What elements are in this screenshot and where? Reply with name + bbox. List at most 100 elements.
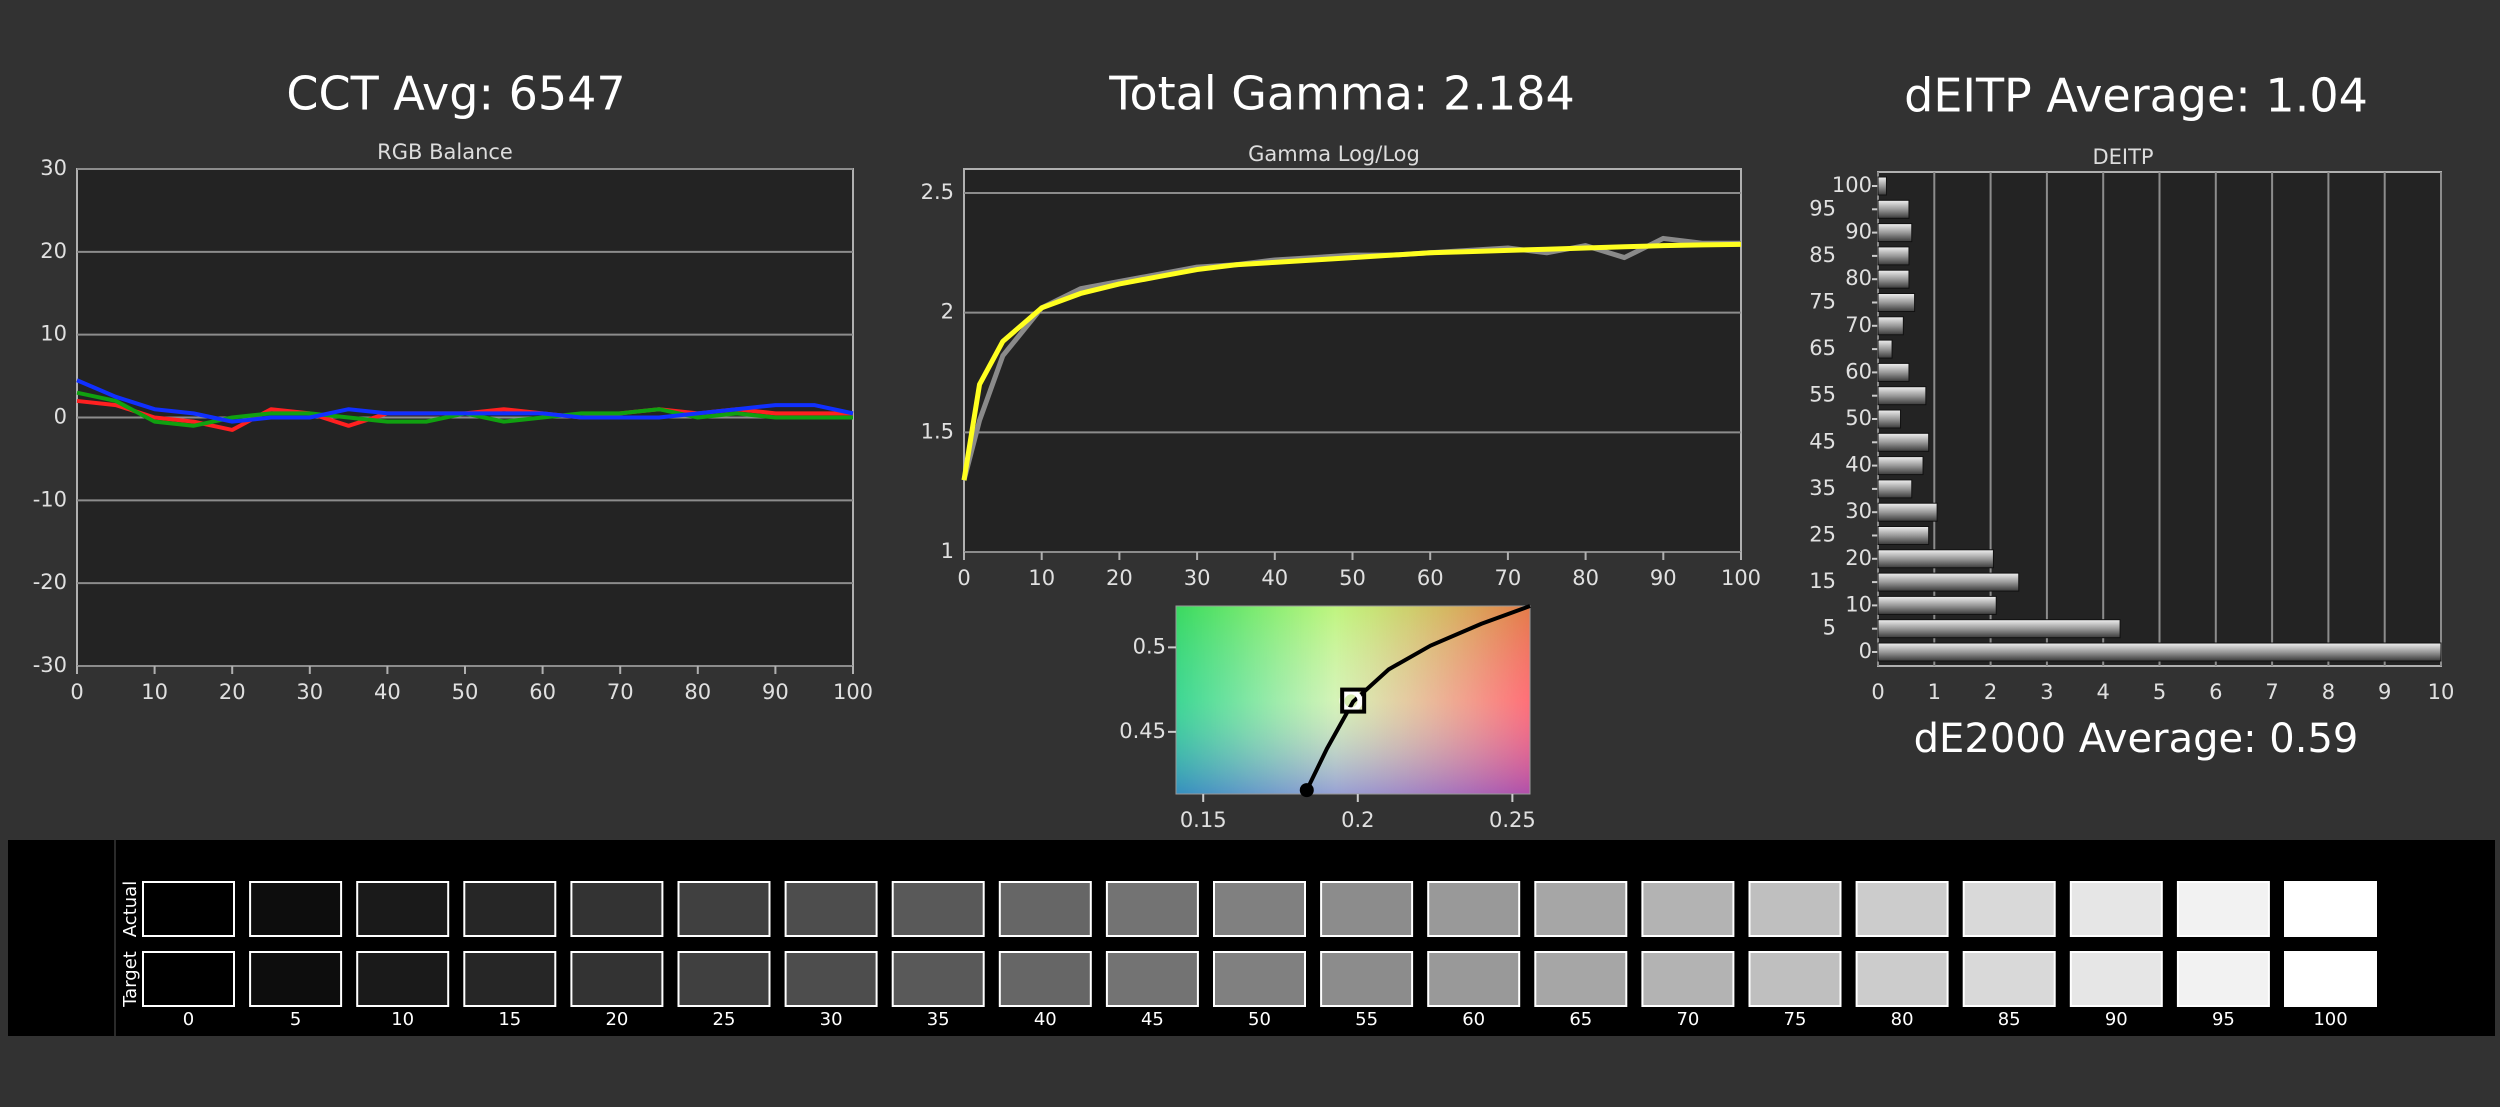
x-tick-label: 20	[1106, 566, 1133, 590]
y-tick-label: 0	[54, 405, 67, 429]
y-tick-label: 1	[941, 539, 954, 563]
y-tick-label: 0.5	[1133, 634, 1166, 658]
y-tick-label: 20	[40, 239, 67, 263]
swatch-label: 90	[2105, 1009, 2128, 1030]
chart-subtitle: RGB Balance	[377, 140, 513, 164]
swatch	[784, 951, 878, 1007]
swatch-label: 80	[1891, 1009, 1914, 1030]
y-tick-label: -20	[33, 570, 67, 594]
swatch	[998, 881, 1092, 937]
y-tick-label: 85	[1809, 243, 1836, 267]
x-tick-label: 3	[2040, 680, 2053, 704]
x-tick-label: 0.15	[1180, 808, 1227, 832]
bar	[1877, 642, 2442, 662]
x-tick-label: 80	[684, 680, 711, 704]
swatch	[1534, 951, 1628, 1007]
measured-point	[1340, 687, 1367, 714]
y-tick-label: 15	[1809, 569, 1836, 593]
swatch	[1427, 881, 1521, 937]
x-tick-label: 70	[1495, 566, 1522, 590]
y-tick-label: 90	[1845, 220, 1872, 244]
y-tick-label: 0.45	[1119, 719, 1166, 743]
bar	[1877, 362, 1910, 382]
data-line	[961, 241, 1742, 481]
x-tick-label: 50	[1339, 566, 1366, 590]
x-tick-label: 1	[1928, 680, 1941, 704]
y-tick-label: 50	[1845, 406, 1872, 430]
y-tick-label: 25	[1809, 523, 1836, 547]
swatch-label: 85	[1998, 1009, 2021, 1030]
swatch	[1962, 951, 2056, 1007]
y-tick-label: 5	[1823, 616, 1836, 640]
swatch	[1105, 881, 1199, 937]
swatch-label: 60	[1462, 1009, 1485, 1030]
y-tick-label: 55	[1809, 383, 1836, 407]
chart-subtitle: Gamma Log/Log	[1248, 142, 1420, 166]
chart-title: dEITP Average: 1.04	[1904, 69, 2368, 123]
swatch	[784, 881, 878, 937]
y-tick-label: -30	[33, 653, 67, 677]
swatch-label: 20	[605, 1009, 628, 1030]
x-tick-label: 100	[1721, 566, 1761, 590]
swatch-label: 70	[1676, 1009, 1699, 1030]
swatch-label: 40	[1034, 1009, 1057, 1030]
swatch-label: 35	[927, 1009, 950, 1030]
y-tick-label: -10	[33, 487, 67, 511]
y-tick-label: 65	[1809, 336, 1836, 360]
swatch-label: 30	[820, 1009, 843, 1030]
swatch	[1855, 881, 1949, 937]
bar	[1877, 479, 1913, 499]
bar	[1877, 595, 1997, 615]
swatch-label: 15	[498, 1009, 521, 1030]
x-tick-label: 0.2	[1341, 808, 1374, 832]
swatch	[249, 881, 343, 937]
chart-title: CCT Avg: 6547	[286, 67, 625, 121]
bar	[1877, 432, 1930, 452]
x-tick-label: 0.25	[1489, 808, 1536, 832]
swatch	[2176, 881, 2270, 937]
swatch	[677, 951, 771, 1007]
x-tick-label: 90	[1650, 566, 1677, 590]
y-tick-label: 30	[40, 156, 67, 180]
x-tick-label: 0	[957, 566, 970, 590]
swatch	[1213, 881, 1306, 937]
y-tick-label: 75	[1809, 290, 1836, 314]
swatch	[2069, 881, 2163, 937]
y-tick-label: 2	[941, 300, 954, 324]
swatch	[1641, 951, 1735, 1007]
swatch	[463, 951, 557, 1007]
swatch	[998, 951, 1092, 1007]
x-tick-label: 4	[2097, 680, 2110, 704]
y-tick-label: 95	[1809, 196, 1836, 220]
swatch	[2284, 951, 2377, 1007]
annotation: dE2000 Average: 0.59	[1914, 716, 2359, 762]
bar	[1877, 199, 1910, 219]
swatch-label: 75	[1784, 1009, 1807, 1030]
plot-border	[1175, 605, 1531, 795]
swatch	[1748, 951, 1842, 1007]
x-tick-label: 100	[833, 680, 873, 704]
row-label: Actual	[120, 881, 141, 937]
x-tick-label: 90	[762, 680, 789, 704]
swatch	[249, 951, 343, 1007]
swatch	[1962, 881, 2056, 937]
y-tick-label: 10	[40, 322, 67, 346]
x-tick-label: 7	[2265, 680, 2278, 704]
swatch-label: 55	[1355, 1009, 1378, 1030]
bar	[1877, 572, 2020, 592]
bar	[1877, 176, 1887, 196]
x-tick-label: 10	[2428, 680, 2455, 704]
swatch-label: 45	[1141, 1009, 1164, 1030]
bar	[1877, 549, 1994, 569]
y-tick-label: 1.5	[921, 419, 954, 443]
swatch	[2284, 881, 2377, 937]
swatch-label: 5	[290, 1009, 301, 1030]
bar	[1877, 316, 1904, 336]
bar	[1877, 293, 1916, 312]
swatch	[1748, 881, 1842, 937]
swatch	[1320, 951, 1414, 1007]
bar	[1877, 619, 2121, 639]
y-tick-label: 2.5	[921, 180, 954, 204]
y-tick-label: 10	[1845, 592, 1872, 616]
x-tick-label: 20	[219, 680, 246, 704]
